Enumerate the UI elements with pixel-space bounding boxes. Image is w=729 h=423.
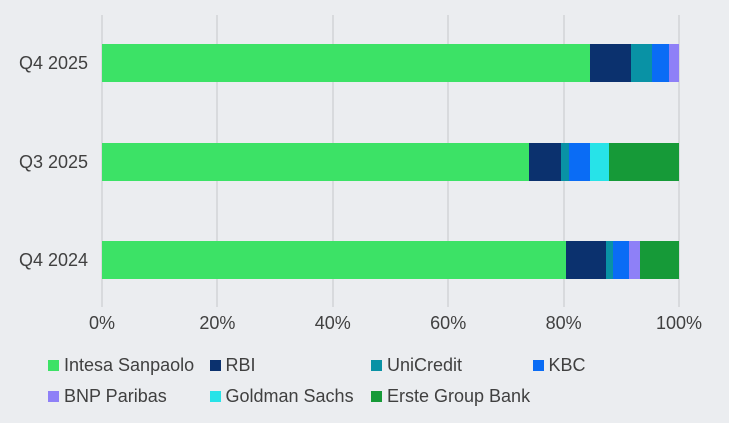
legend-item-goldman-sachs: Goldman Sachs	[209, 385, 372, 407]
gridline-100	[678, 15, 680, 307]
bar-segment-unicredit	[561, 142, 569, 181]
bar-segment-goldman-sachs	[589, 142, 610, 181]
bar-segment-intesa-sanpaolo	[102, 142, 529, 181]
plot-area	[101, 15, 680, 307]
legend-swatch-goldman-sachs	[209, 390, 221, 402]
legend-label-unicredit: UniCredit	[387, 354, 463, 375]
legend-item-erste-group-bank: Erste Group Bank	[371, 385, 533, 407]
y-axis-label-q3-2025: Q3 2025	[18, 152, 88, 172]
x-axis-tick-label-40: 40%	[314, 313, 351, 333]
legend-item-intesa-sanpaolo: Intesa Sanpaolo	[48, 354, 210, 376]
bar-segment-unicredit	[631, 44, 653, 82]
bar-segment-rbi	[565, 240, 607, 279]
bar-segment-erste-group-bank	[609, 142, 679, 181]
bar-segment-kbc	[568, 142, 590, 181]
bar-segment-bnp-paribas	[669, 44, 679, 82]
legend-swatch-erste-group-bank	[371, 390, 382, 402]
bar-row-q4-2024	[102, 240, 679, 279]
legend-label-rbi: RBI	[225, 354, 256, 375]
bar-segment-rbi	[528, 142, 562, 181]
legend-item-bnp-paribas: BNP Paribas	[48, 385, 210, 407]
legend-label-goldman-sachs: Goldman Sachs	[225, 385, 354, 406]
x-axis-tick-label-60: 60%	[430, 313, 467, 333]
bar-segment-kbc	[652, 44, 670, 82]
legend-swatch-bnp-paribas	[48, 390, 59, 402]
legend-swatch-kbc	[532, 359, 544, 371]
y-axis-label-q4-2024: Q4 2024	[18, 250, 88, 270]
bar-row-q4-2025	[102, 44, 679, 82]
legend-label-erste-group-bank: Erste Group Bank	[387, 385, 531, 406]
bar-segment-bnp-paribas	[628, 240, 640, 279]
bar-segment-intesa-sanpaolo	[102, 240, 566, 279]
x-axis-tick-label-80: 80%	[545, 313, 582, 333]
legend-swatch-intesa-sanpaolo	[48, 359, 59, 371]
x-axis-tick-label-100: 100%	[655, 313, 703, 333]
legend-label-kbc: KBC	[548, 354, 586, 375]
bar-segment-intesa-sanpaolo	[102, 44, 590, 82]
legend-spacer	[533, 385, 695, 407]
x-axis-tick-label-0: 0%	[88, 313, 115, 333]
bar-segment-rbi	[589, 44, 632, 82]
legend-item-unicredit: UniCredit	[371, 354, 533, 376]
legend: Intesa Sanpaolo RBI UniCredit KBC BNP Pariba…	[48, 354, 694, 407]
bar-segment-erste-group-bank	[639, 240, 679, 279]
bar-segment-unicredit	[606, 240, 614, 279]
bar-segment-kbc	[613, 240, 629, 279]
y-axis-label-q4-2025: Q4 2025	[18, 53, 88, 73]
x-axis-tick-label-20: 20%	[199, 313, 236, 333]
legend-item-kbc: KBC	[532, 354, 695, 376]
legend-item-rbi: RBI	[209, 354, 372, 376]
legend-label-intesa-sanpaolo: Intesa Sanpaolo	[64, 354, 195, 375]
legend-label-bnp-paribas: BNP Paribas	[64, 385, 167, 406]
legend-swatch-rbi	[209, 359, 221, 371]
legend-swatch-unicredit	[371, 359, 382, 371]
bar-row-q3-2025	[102, 142, 679, 181]
